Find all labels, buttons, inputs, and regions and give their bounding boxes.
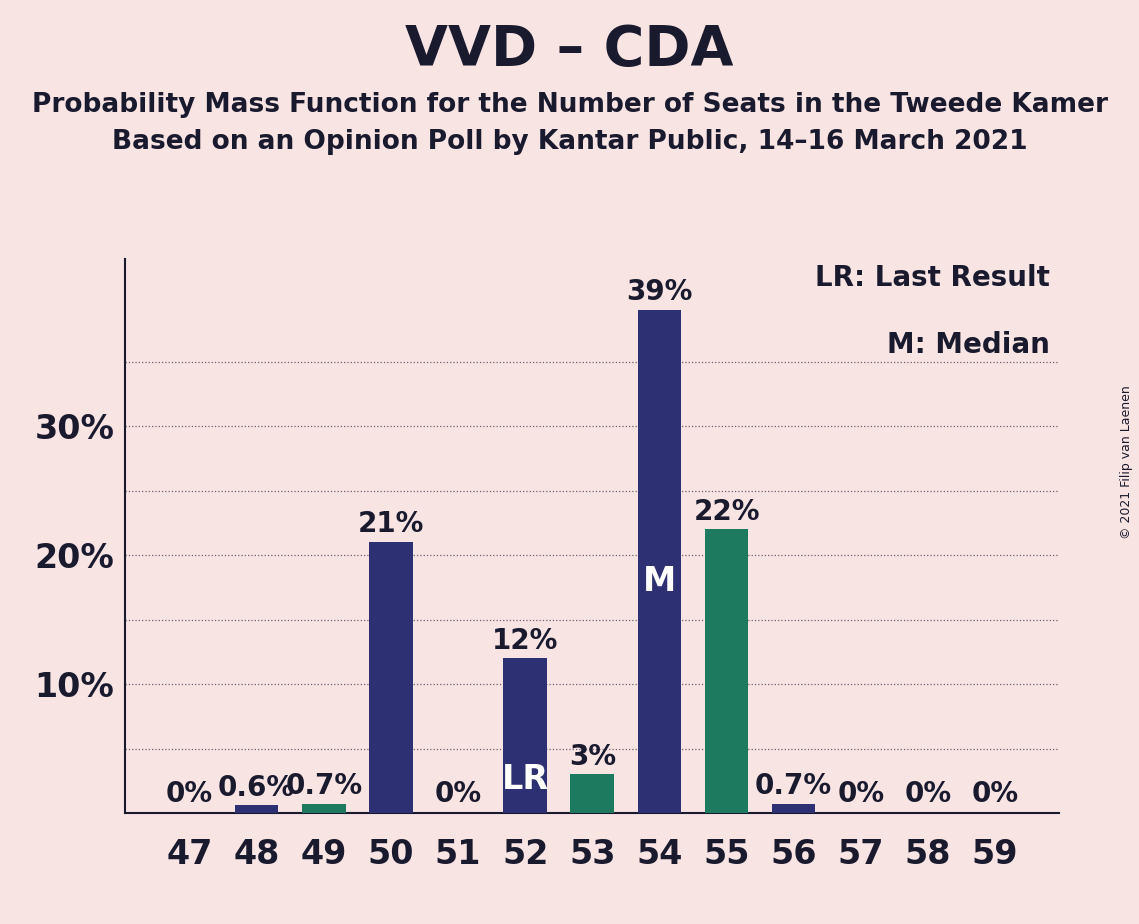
Text: 12%: 12% [492, 626, 558, 654]
Text: 0.7%: 0.7% [755, 772, 833, 800]
Bar [571, 774, 614, 813]
Text: 0%: 0% [904, 780, 951, 808]
Text: © 2021 Filip van Laenen: © 2021 Filip van Laenen [1121, 385, 1133, 539]
Bar [235, 806, 279, 813]
Text: Based on an Opinion Poll by Kantar Public, 14–16 March 2021: Based on an Opinion Poll by Kantar Publi… [112, 129, 1027, 155]
Text: 0%: 0% [434, 780, 482, 808]
Bar [369, 542, 412, 813]
Text: LR: LR [501, 762, 549, 796]
Bar [302, 804, 345, 813]
Bar [638, 310, 681, 813]
Text: 21%: 21% [358, 510, 424, 539]
Text: 0%: 0% [972, 780, 1018, 808]
Text: 0%: 0% [837, 780, 884, 808]
Bar [772, 804, 816, 813]
Text: 0%: 0% [166, 780, 213, 808]
Text: 22%: 22% [694, 498, 760, 526]
Text: 3%: 3% [568, 743, 616, 771]
Text: Probability Mass Function for the Number of Seats in the Tweede Kamer: Probability Mass Function for the Number… [32, 92, 1107, 118]
Bar [503, 659, 547, 813]
Text: 0.6%: 0.6% [218, 773, 295, 801]
Text: 0.7%: 0.7% [285, 772, 362, 800]
Text: M: M [642, 565, 677, 599]
Text: LR: Last Result: LR: Last Result [816, 264, 1050, 292]
Text: M: Median: M: Median [887, 331, 1050, 359]
Text: VVD – CDA: VVD – CDA [405, 23, 734, 77]
Bar [705, 529, 748, 813]
Text: 39%: 39% [626, 278, 693, 307]
